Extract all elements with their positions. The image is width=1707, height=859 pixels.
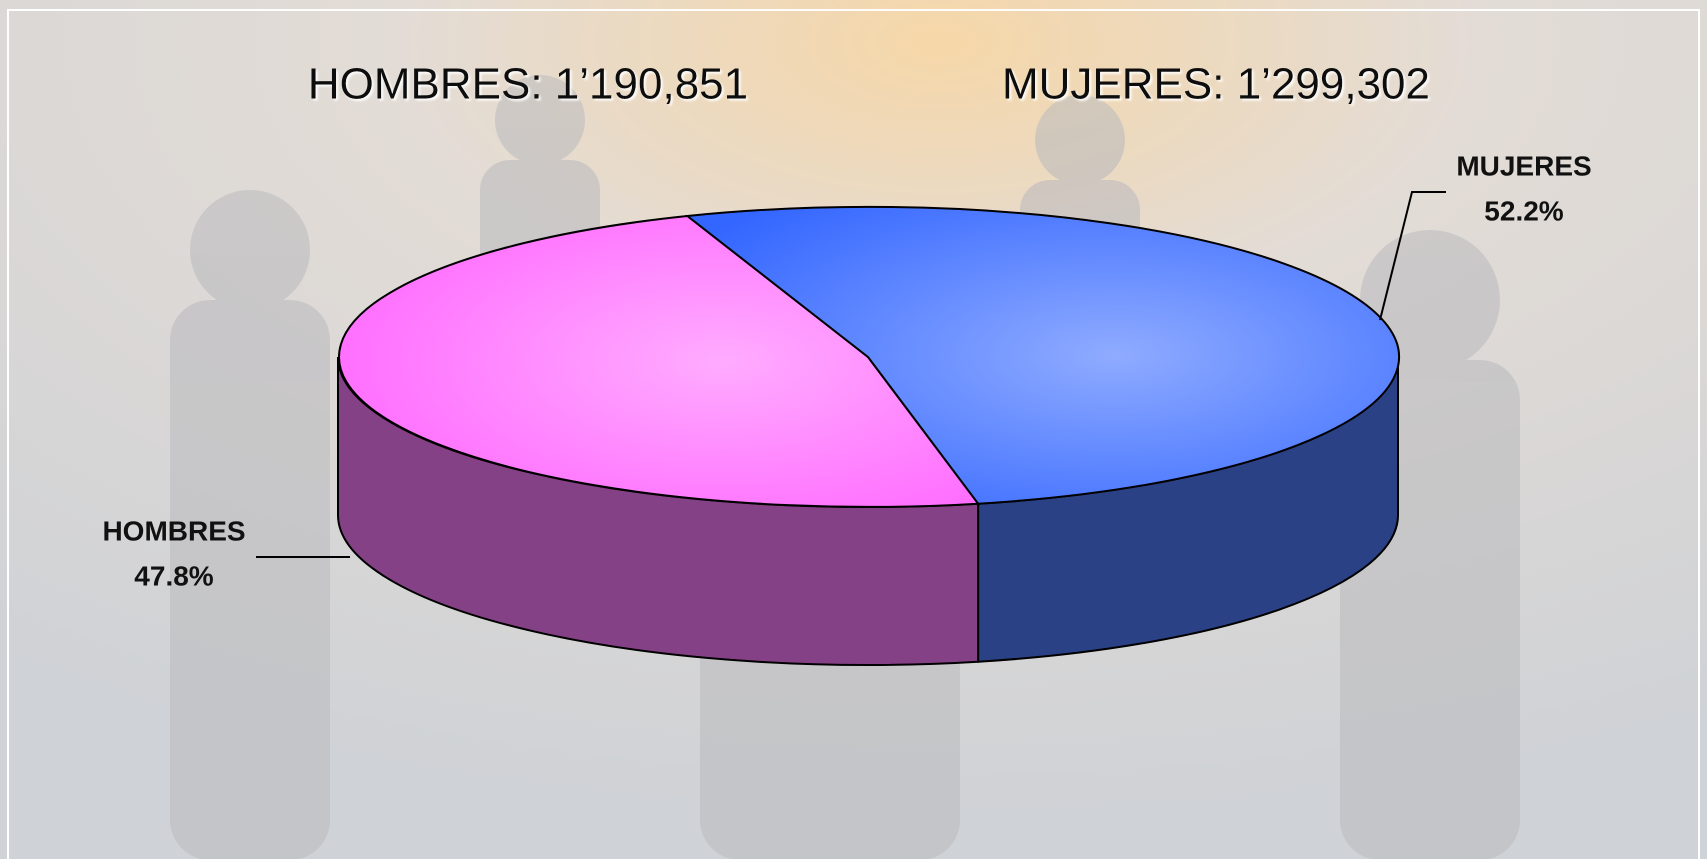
slice-label: MUJERES <box>1456 150 1591 181</box>
slice-label: HOMBRES <box>102 515 245 546</box>
page: HOMBRES: 1’190,851 MUJERES: 1’299,302 HO… <box>0 0 1707 859</box>
annotation: MUJERES: 1’299,302 <box>1002 60 1430 109</box>
chart: HOMBRES: 1’190,851 MUJERES: 1’299,302 HO… <box>0 0 1707 859</box>
value-label: 52.2% <box>1484 195 1563 226</box>
annotation: HOMBRES: 1’190,851 <box>308 60 748 109</box>
value-label: 47.8% <box>134 560 213 591</box>
